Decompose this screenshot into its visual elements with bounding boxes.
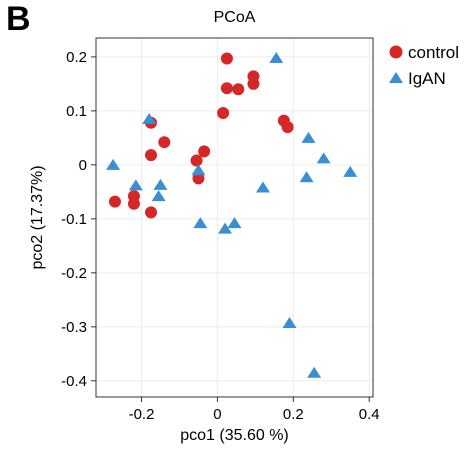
grid-lines (96, 38, 373, 397)
legend-igan-marker (389, 72, 403, 83)
legend-control-marker (389, 45, 403, 59)
igan-point (307, 366, 322, 378)
axis-ticks: -0.2 0 0.2 0.4 0.2 0.1 0 -0.1 -0.2 -0.3 -0.4 (61, 49, 379, 423)
igan-point (193, 217, 208, 229)
legend-label: control (408, 43, 459, 62)
control-point (158, 136, 171, 149)
y-axis-title: pco2 (17.37%) (29, 165, 46, 269)
igan-point (343, 165, 358, 177)
igan-point (269, 51, 284, 63)
control-point (198, 145, 211, 158)
igan-point (299, 171, 314, 183)
igan-point (142, 112, 157, 124)
control-point (247, 77, 260, 90)
igan-point (316, 152, 331, 164)
igan-point (301, 131, 316, 143)
y-tick-label: 0.2 (66, 49, 87, 66)
x-axis-title: pco1 (35.60 %) (180, 427, 289, 444)
x-tick-label: 0.4 (359, 406, 380, 423)
control-point (190, 154, 203, 167)
y-tick-label: -0.3 (61, 319, 87, 336)
x-tick-label: -0.2 (129, 406, 155, 423)
control-point (220, 82, 233, 95)
y-tick-label: -0.1 (61, 211, 87, 228)
legend: control IgAN (389, 43, 459, 88)
y-tick-label: 0.1 (66, 103, 87, 120)
panel-letter: B (6, 0, 31, 38)
y-tick-label: -0.4 (61, 373, 87, 390)
igan-point (282, 317, 297, 329)
control-point (232, 83, 245, 96)
igan-point (218, 222, 233, 234)
igan-point (151, 190, 166, 202)
legend-label: IgAN (408, 69, 446, 88)
x-tick-label: 0.2 (283, 406, 304, 423)
y-tick-label: 0 (79, 157, 87, 174)
control-point (192, 172, 205, 185)
x-tick-label: 0 (213, 406, 221, 423)
control-point (127, 190, 140, 203)
igan-point (128, 179, 143, 191)
data-points (106, 51, 358, 378)
control-point (220, 52, 233, 65)
igan-point (153, 178, 168, 190)
igan-point (106, 158, 121, 170)
chart-title: PCoA (214, 9, 256, 26)
igan-point (191, 164, 206, 176)
igan-point (227, 217, 242, 229)
y-tick-label: -0.2 (61, 265, 87, 282)
control-point (281, 121, 294, 134)
igan-point (255, 181, 270, 193)
control-point (145, 206, 158, 219)
plot-frame (95, 37, 374, 398)
control-point (145, 149, 158, 162)
control-point (108, 195, 121, 208)
control-point (217, 107, 230, 120)
